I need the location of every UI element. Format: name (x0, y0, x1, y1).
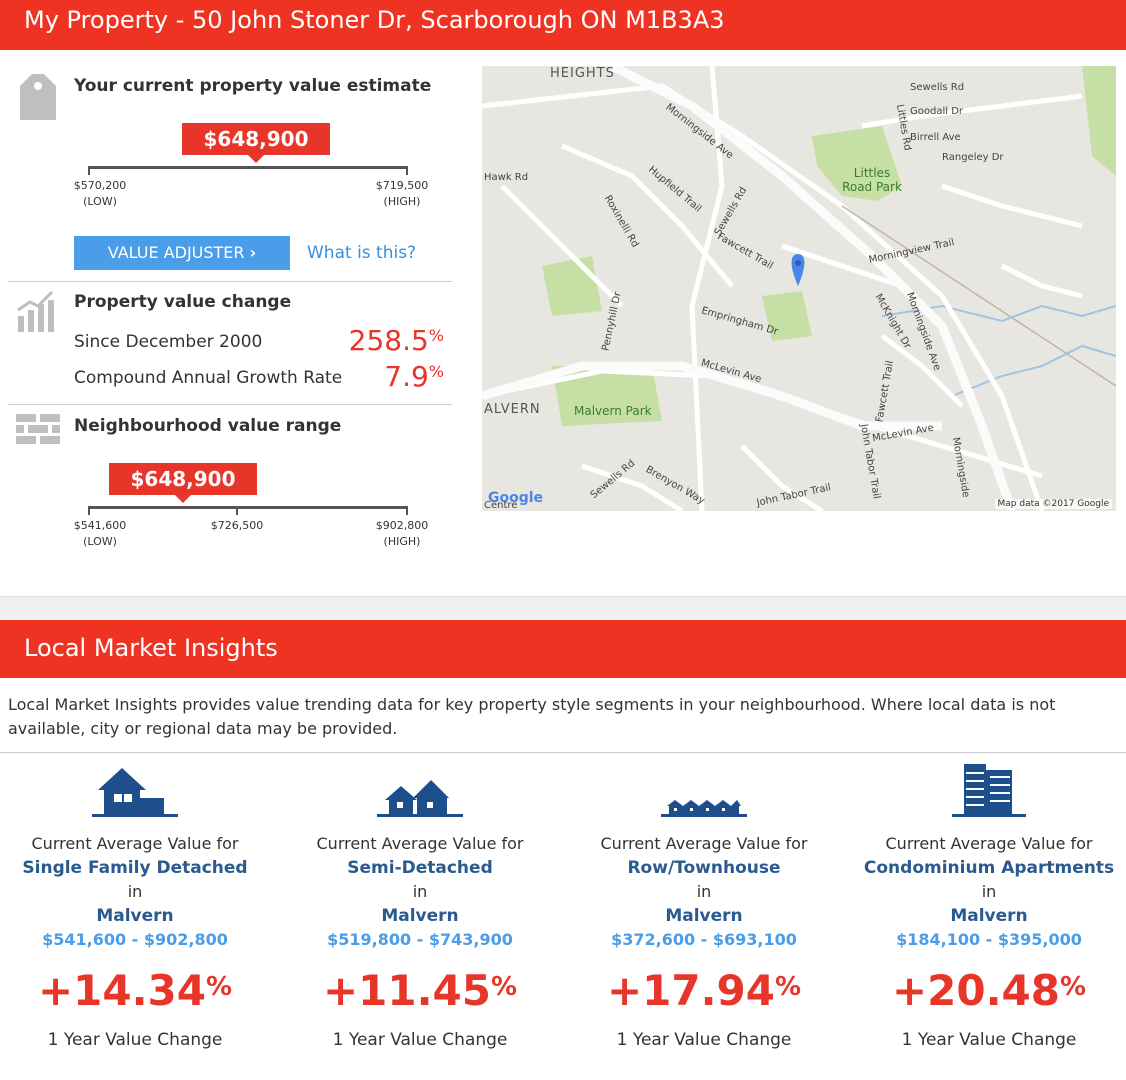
property-map[interactable]: HEIGHTS Sewells Rd Goodall Dr Littles Rd… (482, 66, 1116, 511)
insight-column-detached: Current Average Value for Single Family … (0, 762, 275, 1050)
condo-building-icon (952, 764, 1026, 817)
price-tag-icon (20, 74, 56, 120)
map-street-label: ALVERN (484, 402, 541, 417)
change-title: Property value change (74, 292, 292, 312)
estimate-low: $570,200 (LOW) (73, 179, 127, 208)
segment-area: Malvern (665, 906, 743, 926)
estimate-low-tick (88, 166, 90, 175)
map-street-label: Goodall Dr (910, 106, 964, 117)
segment-text: in (412, 882, 428, 901)
segment-change: +20.48% (891, 966, 1087, 1015)
section-gap (0, 596, 1126, 620)
segment-area: Malvern (96, 906, 174, 926)
map-street-label: Littles Road Park (842, 166, 902, 194)
segment-text: Current Average Value for (316, 834, 524, 853)
map-canvas (482, 66, 1116, 511)
segment-change: +14.34% (37, 966, 233, 1015)
neighbourhood-value-flag: $648,900 (109, 463, 257, 503)
map-street-label: Rangeley Dr (942, 152, 1004, 163)
segment-range: $519,800 - $743,900 (327, 930, 513, 949)
map-attribution: Map data ©2017 Google (994, 499, 1112, 509)
insight-column-semi: Current Average Value for Semi-Detached … (280, 762, 560, 1050)
cagr-label: Compound Annual Growth Rate (74, 368, 343, 388)
neighbourhood-mid-tick (236, 506, 238, 515)
segment-text: 1 Year Value Change (616, 1030, 792, 1050)
insight-column-condo: Current Average Value for Condominium Ap… (849, 762, 1126, 1050)
segment-text: Current Average Value for (600, 834, 808, 853)
estimate-range-line (88, 166, 408, 169)
segment-text: in (981, 882, 997, 901)
insights-title: Local Market Insights (24, 634, 278, 662)
page-header: My Property - 50 John Stoner Dr, Scarbor… (0, 0, 1126, 50)
segment-text: 1 Year Value Change (332, 1030, 508, 1050)
map-street-label: Malvern Park (574, 404, 652, 418)
value-adjuster-button[interactable]: VALUE ADJUSTER › (74, 236, 290, 270)
insights-intro: Local Market Insights provides value tre… (8, 695, 1056, 738)
neighbourhood-range-line (88, 506, 408, 509)
segment-text: in (127, 882, 143, 901)
divider (0, 752, 1126, 753)
segment-area: Malvern (950, 906, 1028, 926)
map-street-label: Sewells Rd (910, 82, 965, 93)
what-is-this-link[interactable]: What is this? (307, 243, 417, 263)
map-street-label: Centre (484, 500, 518, 511)
since-value: 258.5% (348, 324, 444, 357)
growth-chart-icon (17, 290, 54, 332)
map-street-label: Hawk Rd (484, 172, 529, 183)
map-street-label: HEIGHTS (550, 66, 615, 81)
semi-detached-icon (377, 780, 463, 817)
page-title: My Property - 50 John Stoner Dr, Scarbor… (24, 6, 725, 34)
neighbourhood-low: $541,600 (LOW) (73, 519, 127, 548)
insight-column-townhouse: Current Average Value for Row/Townhouse … (564, 762, 844, 1050)
divider (8, 404, 452, 405)
segment-text: in (696, 882, 712, 901)
neighbourhood-title: Neighbourhood value range (74, 416, 342, 436)
estimate-high: $719,500 (HIGH) (375, 179, 429, 208)
segment-change: +17.94% (606, 966, 802, 1015)
segment-change: +11.45% (322, 966, 518, 1015)
estimate-title: Your current property value estimate (74, 76, 432, 96)
segment-range: $372,600 - $693,100 (611, 930, 797, 949)
segment-type: Semi-Detached (347, 858, 493, 878)
estimate-high-tick (406, 166, 408, 175)
neighbourhood-high-tick (406, 506, 408, 515)
townhouse-icon (661, 800, 747, 817)
segment-text: 1 Year Value Change (901, 1030, 1077, 1050)
map-street-label: Birrell Ave (910, 132, 961, 143)
detached-house-icon (92, 768, 178, 817)
segment-text: Current Average Value for (31, 834, 239, 853)
neighbourhood-high: $902,800 (HIGH) (375, 519, 429, 548)
chevron-right-icon: › (249, 243, 257, 262)
since-label: Since December 2000 (74, 332, 263, 352)
brick-wall-icon (16, 414, 60, 444)
divider (8, 281, 452, 282)
segment-text: Current Average Value for (885, 834, 1093, 853)
cagr-value: 7.9% (384, 360, 444, 393)
segment-type: Row/Townhouse (627, 858, 781, 878)
segment-type: Condominium Apartments (863, 858, 1115, 878)
google-logo: Google (488, 490, 544, 506)
segment-area: Malvern (381, 906, 459, 926)
segment-range: $184,100 - $395,000 (896, 930, 1082, 949)
neighbourhood-mid: $726,500 (210, 519, 264, 532)
neighbourhood-low-tick (88, 506, 90, 515)
segment-range: $541,600 - $902,800 (42, 930, 228, 949)
segment-type: Single Family Detached (22, 858, 248, 878)
estimate-value-flag: $648,900 (182, 123, 330, 163)
insights-header: Local Market Insights (0, 620, 1126, 678)
segment-text: 1 Year Value Change (47, 1030, 223, 1050)
